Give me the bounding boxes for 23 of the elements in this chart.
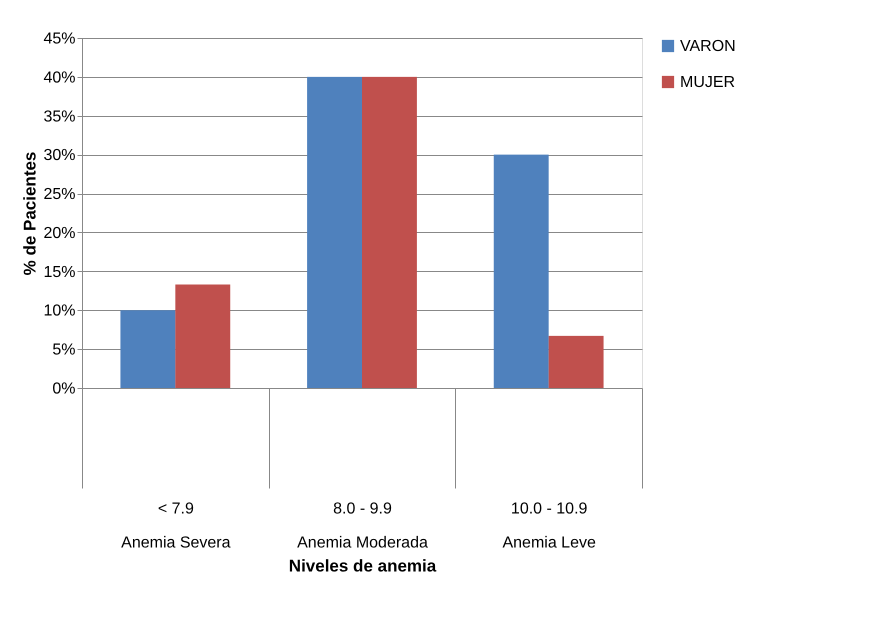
y-tick-label: 30% xyxy=(43,147,76,164)
x-tick-label: < 7.9 Anemia Severa xyxy=(121,500,231,552)
bar xyxy=(548,336,604,388)
y-tick-label: 35% xyxy=(43,108,76,126)
x-tick-label: 8.0 - 9.9 Anemia Moderada xyxy=(297,500,428,552)
legend-label: VARON xyxy=(680,38,736,55)
bar xyxy=(175,284,230,388)
y-tick-label: 10% xyxy=(43,302,76,320)
y-tick-label: 25% xyxy=(43,186,76,204)
y-axis-title: % de Pacientes xyxy=(20,152,40,276)
legend-label: MUJER xyxy=(680,74,736,91)
y-tick-label: 15% xyxy=(43,264,76,281)
bar xyxy=(120,310,176,388)
y-tick-label: 40% xyxy=(43,69,76,86)
x-axis-title: Niveles de anemia xyxy=(288,556,437,576)
x-tick-label: 10.0 - 10.9 Anemia Leve xyxy=(502,500,596,552)
bar xyxy=(494,154,549,388)
y-tick-label: 45% xyxy=(43,30,76,48)
bar xyxy=(307,76,362,388)
y-tick-label: 20% xyxy=(43,224,76,242)
bar xyxy=(362,76,417,388)
y-tick-label: 5% xyxy=(52,342,76,359)
y-tick-label: 0% xyxy=(52,380,76,398)
